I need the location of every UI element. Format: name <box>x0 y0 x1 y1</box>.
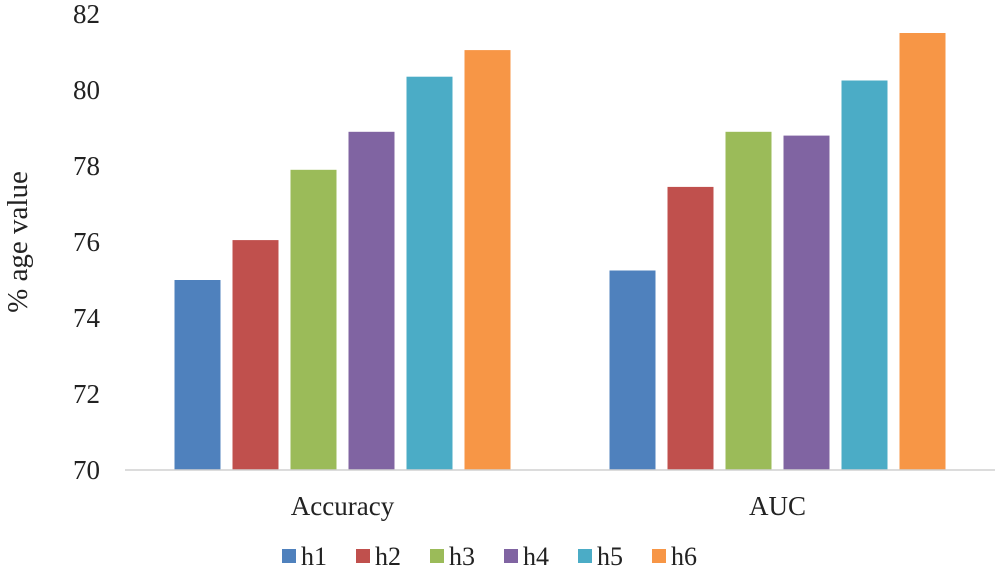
legend-swatch <box>356 549 370 563</box>
legend-swatch <box>652 549 666 563</box>
y-axis-ticks: 70 72 74 76 78 80 82 <box>73 0 101 485</box>
x-axis-categories: Accuracy AUC <box>291 491 806 521</box>
legend-item-h1: h1 <box>282 542 327 571</box>
legend-swatch <box>282 549 296 563</box>
y-tick-label: 78 <box>73 151 100 181</box>
legend-label: h2 <box>375 542 401 571</box>
bar-h3-accuracy <box>290 169 337 471</box>
legend-item-h5: h5 <box>578 542 623 571</box>
y-tick-label: 70 <box>73 455 100 485</box>
bar-h4-accuracy <box>348 131 395 471</box>
legend-item-h2: h2 <box>356 542 401 571</box>
legend-swatch <box>504 549 518 563</box>
bar-h5-accuracy <box>406 76 453 470</box>
legend-swatch <box>578 549 592 563</box>
y-axis-title: % age value <box>2 171 34 313</box>
legend-swatch <box>430 549 444 563</box>
x-category-label: Accuracy <box>291 491 395 521</box>
legend-item-h4: h4 <box>504 542 549 571</box>
legend-label: h5 <box>597 542 623 571</box>
x-category-label: AUC <box>749 491 806 521</box>
y-tick-label: 82 <box>73 0 100 29</box>
legend-item-h6: h6 <box>652 542 697 571</box>
y-tick-label: 80 <box>73 75 100 105</box>
y-tick-label: 76 <box>73 227 100 257</box>
legend-item-h3: h3 <box>430 542 475 571</box>
legend-label: h6 <box>671 542 697 571</box>
bar-h2-accuracy <box>232 240 279 470</box>
y-tick-label: 72 <box>73 379 100 409</box>
y-axis-title-group: % age value <box>2 171 34 313</box>
legend: h1 h2 h3 h4 h5 h6 <box>282 542 697 571</box>
bar-h1-accuracy <box>174 280 221 470</box>
bar-h2-auc <box>667 186 714 470</box>
legend-label: h4 <box>523 542 549 571</box>
bar-h6-accuracy <box>464 50 511 470</box>
bar-h3-auc <box>725 131 772 471</box>
bar-h4-auc <box>783 135 830 470</box>
bar-h5-auc <box>841 80 888 470</box>
legend-label: h3 <box>449 542 475 571</box>
bar-h6-auc <box>899 33 946 470</box>
bars-group <box>174 33 946 471</box>
y-tick-label: 74 <box>73 303 101 333</box>
legend-label: h1 <box>301 542 327 571</box>
bar-h1-auc <box>609 270 656 470</box>
